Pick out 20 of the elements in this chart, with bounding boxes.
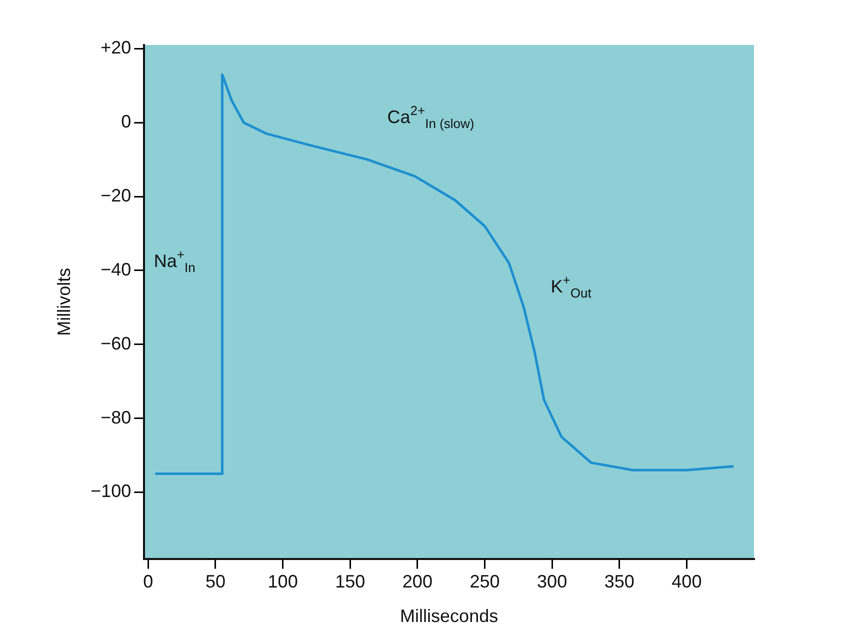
y-tick-label: +20 — [100, 38, 132, 58]
x-tick-label: 250 — [470, 572, 500, 592]
x-tick-label: 400 — [672, 572, 702, 592]
x-axis-title: Milliseconds — [400, 606, 498, 626]
y-tick-label: −20 — [100, 186, 132, 206]
x-tick-label: 150 — [335, 572, 366, 592]
x-tick-label: 50 — [205, 572, 226, 592]
y-axis-title: Millivolts — [54, 268, 74, 336]
annotation: Na+In — [154, 246, 196, 275]
x-tick-label: 350 — [604, 572, 634, 592]
y-tick-label: 0 — [121, 112, 132, 132]
x-tick-label: 300 — [537, 572, 568, 592]
annotation: K+Out — [550, 272, 592, 300]
y-tick-label: −100 — [90, 481, 132, 502]
y-tick-label: −40 — [100, 259, 132, 280]
x-tick-label: 200 — [402, 572, 432, 592]
y-tick-label: −60 — [100, 333, 132, 354]
x-tick-label: 100 — [268, 572, 298, 592]
y-tick-label: −80 — [100, 407, 132, 428]
x-tick-label: 0 — [143, 572, 154, 592]
